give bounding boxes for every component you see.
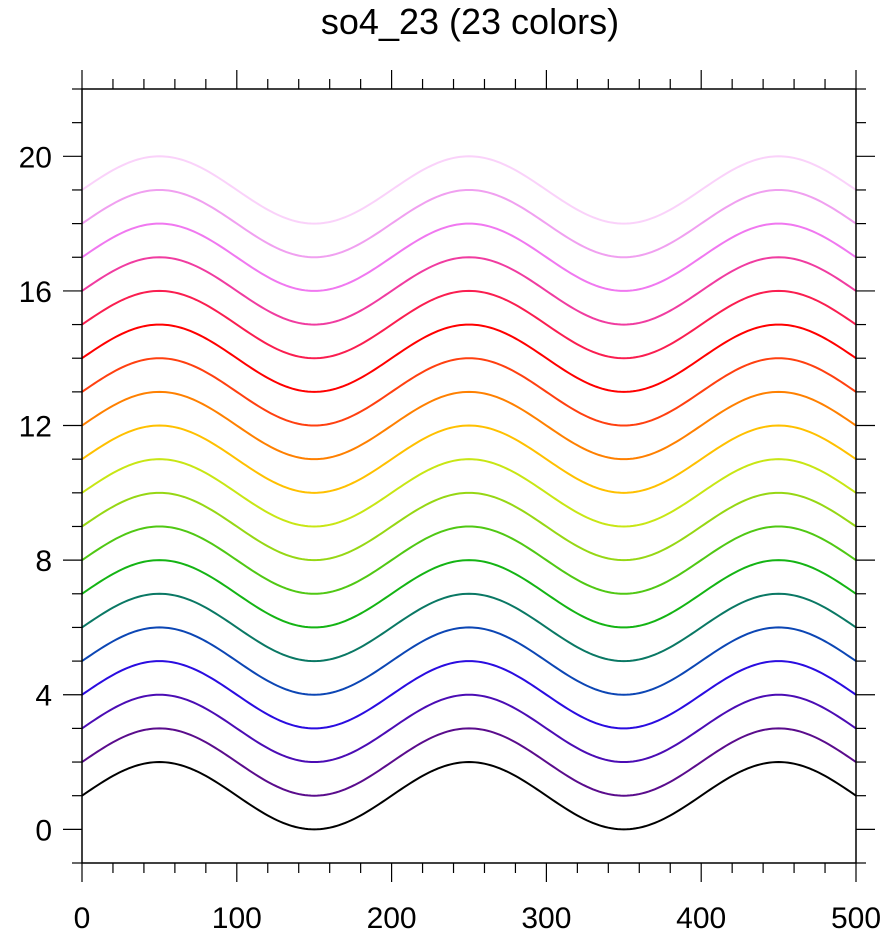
series-line-1 [81,727,857,797]
series-line-13 [81,323,857,393]
x-tick-label: 400 [676,902,726,935]
series-line-0 [81,761,857,831]
series-line-16 [81,222,857,292]
series-line-6 [81,559,857,629]
series-line-18 [81,155,857,225]
y-tick-label: 20 [19,141,52,174]
x-tick-label: 100 [212,902,262,935]
series-line-14 [81,289,857,360]
y-tick-label: 8 [35,545,52,578]
x-tick-label: 200 [367,902,417,935]
series-line-12 [81,357,857,427]
series-line-5 [81,592,857,663]
series-line-7 [81,525,857,595]
series-line-4 [81,626,857,696]
x-tick-label: 300 [521,902,571,935]
series-line-15 [81,256,857,326]
y-tick-label: 12 [19,411,52,444]
x-tick-label: 500 [831,902,881,935]
series-line-3 [81,660,857,730]
series-line-9 [81,458,857,528]
plot-frame [81,88,857,864]
y-tick-label: 0 [35,814,52,847]
series-line-8 [81,491,857,562]
y-tick-label: 16 [19,276,52,309]
series-line-10 [81,424,857,494]
series-line-17 [81,188,857,259]
x-tick-label: 0 [74,902,91,935]
series-line-11 [81,390,857,461]
chart-title: so4_23 (23 colors) [321,1,619,42]
series-line-2 [81,693,857,764]
y-tick-label: 4 [35,680,52,713]
